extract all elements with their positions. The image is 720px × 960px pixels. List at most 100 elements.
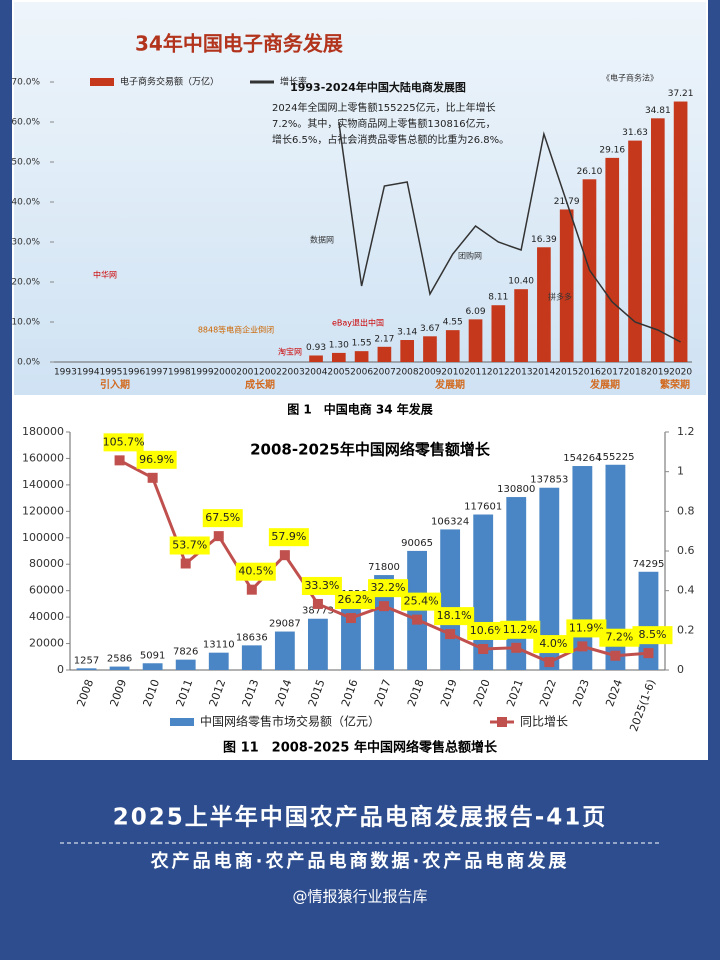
y-tick-label: 140000 [22, 478, 64, 491]
banner-source: @情报猿行业报告库 [292, 888, 427, 906]
x-tick-label: 2000 [213, 368, 236, 378]
legend-label: 中国网络零售市场交易额（亿元） [200, 714, 380, 729]
value-label: 130800 [497, 484, 535, 495]
label-box [103, 433, 144, 452]
bar [572, 466, 593, 670]
annotation: 淘宝网 [278, 347, 302, 357]
bar [309, 355, 323, 362]
value-label: 1.55 [352, 339, 372, 349]
bar [514, 289, 528, 362]
label-box [235, 562, 276, 581]
x-tick-label: 2015 [555, 368, 578, 378]
label-box [301, 576, 342, 595]
value-label: 96.9% [139, 453, 174, 466]
y-tick-label: 0 [57, 663, 64, 676]
label-box [467, 621, 508, 640]
value-label: 74295 [633, 559, 665, 570]
bar [539, 487, 560, 670]
annotation: 成长期 [245, 378, 275, 391]
bar [468, 319, 483, 362]
marker [511, 642, 522, 653]
x-tick-label: 2005 [327, 368, 350, 378]
x-tick-label: 2008 [396, 368, 419, 378]
value-label: 10.6% [470, 624, 505, 637]
value-label: 32.2% [371, 581, 406, 594]
x-tick-label: 1996 [122, 368, 145, 378]
value-label: 37.21 [668, 89, 694, 99]
bar [109, 666, 130, 670]
value-label: 0.93 [306, 343, 326, 353]
chart-title: 2008-2025年中国网络零售额增长 [250, 441, 491, 459]
x-tick-label: 2006 [350, 368, 373, 378]
label-box [632, 626, 673, 645]
label-box [533, 635, 574, 654]
marker [312, 598, 323, 609]
bar [142, 663, 163, 670]
value-label: 117601 [464, 502, 502, 513]
value-label: 4.0% [539, 637, 567, 650]
legend-swatch [497, 717, 507, 727]
annotation: 发展期 [589, 378, 620, 391]
y2-tick-label: 0.4 [677, 584, 695, 597]
bar [605, 464, 626, 670]
value-label: 29.16 [599, 145, 625, 155]
label-box [268, 528, 309, 547]
value-label: 57.9% [271, 530, 306, 543]
chart-title: 34年中国电子商务发展 [135, 32, 343, 56]
value-label: 26.2% [337, 593, 372, 606]
bar [440, 529, 461, 670]
chart1-bg [14, 2, 706, 395]
annotation: 数据网 [310, 235, 334, 245]
annotation: 《电子商务法》 [602, 73, 658, 83]
x-tick-label: 1995 [100, 368, 123, 378]
y2-tick-label: 1 [677, 465, 684, 478]
banner-title: 2025上半年中国农产品电商发展报告-41页 [113, 804, 608, 831]
x-tick-label: 2010 [441, 368, 464, 378]
value-label: 154264 [563, 453, 601, 464]
bar [308, 618, 328, 670]
bar [341, 601, 361, 670]
value-label: 8.11 [488, 293, 508, 303]
annotation: 拼多多 [548, 292, 572, 302]
x-tick-label: 2007 [373, 368, 396, 378]
bar [208, 652, 229, 670]
value-label: 2586 [107, 654, 132, 665]
legend-swatch [170, 718, 194, 726]
value-label: 11.9% [569, 621, 604, 634]
x-tick-label: 2009 [419, 368, 442, 378]
bar [628, 140, 642, 362]
annotation: 繁荣期 [659, 378, 690, 391]
x-tick-label: 2001 [236, 368, 259, 378]
annotation: 发展期 [434, 378, 465, 391]
x-tick-label: 2002 [259, 368, 282, 378]
y-tick-label: 100000 [22, 531, 64, 544]
annotation: 中华网 [93, 270, 117, 280]
value-label: 33.3% [304, 579, 339, 592]
value-label: 90065 [401, 538, 433, 549]
y2-tick-label: 0.8 [677, 504, 695, 517]
marker [147, 472, 158, 483]
y-tick-label: 20000 [29, 637, 64, 650]
y-tick-label: 160000 [22, 451, 64, 464]
legend-label: 增长率 [280, 76, 307, 88]
value-label: 53.7% [172, 538, 207, 551]
value-label: 2.17 [374, 334, 394, 344]
bar [605, 157, 620, 362]
bar [374, 575, 394, 670]
value-label: 6.09 [466, 307, 486, 317]
x-tick-label: 2020 [669, 368, 692, 378]
value-label: 5091 [140, 650, 165, 661]
marker [544, 657, 555, 668]
marker [412, 614, 423, 625]
x-tick-label: 1993 [54, 368, 77, 378]
y-tick-label: 80000 [29, 557, 64, 570]
value-label: 106324 [431, 516, 469, 527]
bar [423, 336, 437, 362]
x-tick-label: 2003 [282, 368, 305, 378]
x-tick-label: 2016 [578, 368, 601, 378]
value-label: 18.1% [437, 609, 472, 622]
value-label: 71800 [368, 562, 400, 573]
value-label: 16.39 [531, 235, 557, 245]
annotation: 8848等电商企业倒闭 [198, 325, 274, 335]
value-label: 34.81 [645, 106, 671, 116]
